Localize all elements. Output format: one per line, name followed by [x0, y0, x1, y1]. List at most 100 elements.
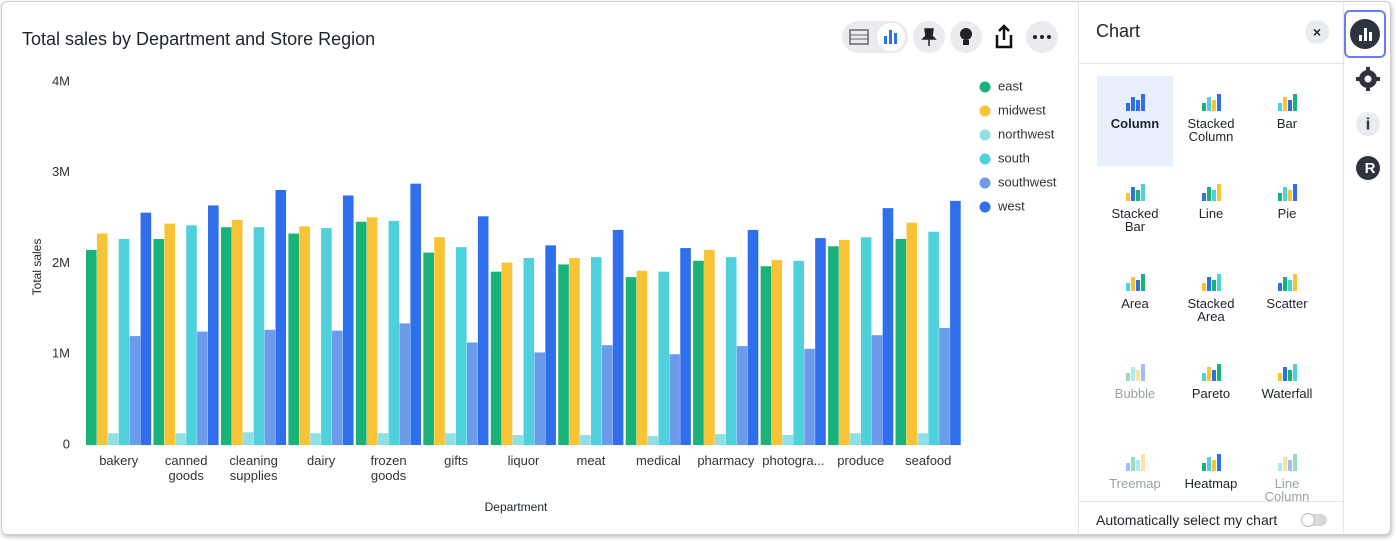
bar — [782, 435, 794, 445]
legend-marker — [979, 129, 991, 141]
chart-type-icon — [1202, 364, 1221, 381]
chart-settings-tab[interactable] — [1344, 10, 1386, 58]
x-tick-label: cleaning supplies — [229, 453, 278, 483]
chart-type-option[interactable]: Stacked Bar — [1097, 166, 1173, 256]
bar — [299, 226, 310, 445]
x-tick-label: photogra... — [762, 453, 825, 468]
chart-type-icon — [1202, 94, 1221, 111]
bar — [838, 239, 850, 445]
bar — [725, 257, 737, 445]
bar — [366, 217, 378, 445]
bar — [625, 277, 637, 445]
x-tick-label: seafood — [905, 453, 952, 468]
bar — [377, 433, 389, 445]
x-tick-label: gifts — [444, 453, 468, 468]
chart-type-option[interactable]: Scatter — [1249, 256, 1325, 346]
chart-type-option[interactable]: Pie — [1249, 166, 1325, 256]
bar — [501, 262, 513, 445]
bar — [388, 220, 400, 445]
chart-type-label: Heatmap — [1184, 476, 1238, 491]
view-toggle[interactable] — [842, 21, 908, 53]
close-button[interactable]: × — [1305, 20, 1329, 44]
legend-label: northwest — [998, 126, 1055, 141]
bar — [647, 435, 659, 445]
chart-type-label: Waterfall — [1261, 386, 1313, 401]
bar — [534, 352, 546, 445]
chart-type-option[interactable]: Area — [1097, 256, 1173, 346]
bar — [815, 238, 826, 445]
bar — [590, 257, 602, 445]
bar — [477, 216, 489, 445]
legend-label: east — [998, 78, 1023, 93]
chart-type-label: Bar — [1276, 116, 1298, 131]
chart: Total sales Department 0 1M 2M 3M 4M east midw… — [30, 73, 1057, 514]
chart-type-label: Bubble — [1114, 386, 1156, 401]
legend-label: southwest — [998, 174, 1057, 189]
legend-marker — [979, 81, 991, 93]
bar — [445, 433, 456, 445]
bar — [140, 212, 152, 445]
chart-type-option: Bubble — [1097, 346, 1173, 436]
bar — [275, 189, 287, 445]
bar — [680, 248, 691, 445]
bar — [523, 258, 535, 445]
bar — [882, 208, 894, 445]
bar — [288, 233, 299, 445]
bar — [253, 227, 265, 445]
x-tick-label: produce — [837, 453, 885, 468]
chart-type-option[interactable]: Stacked Area — [1173, 256, 1249, 346]
y-tick-label: 3M — [52, 164, 70, 179]
bar — [175, 433, 186, 445]
chart-type-option[interactable]: Waterfall — [1249, 346, 1325, 436]
chart-type-icon — [1278, 274, 1297, 291]
bar — [906, 222, 918, 445]
bar — [736, 346, 748, 445]
bar — [86, 249, 97, 445]
bar — [669, 354, 680, 445]
bar — [423, 252, 434, 445]
chart-type-icon — [1126, 454, 1145, 471]
chart-type-option[interactable]: Line — [1173, 166, 1249, 256]
chart-type-label: Pareto — [1191, 386, 1231, 401]
bar — [760, 266, 772, 445]
bar — [939, 327, 950, 445]
bar — [704, 249, 715, 445]
chart-type-icon — [1126, 184, 1145, 201]
chart-type-option[interactable]: Column — [1097, 76, 1173, 166]
bar — [118, 238, 130, 445]
pin-button[interactable] — [913, 21, 945, 53]
bar — [558, 264, 569, 445]
bar — [580, 435, 591, 445]
chart-type-label: Area — [1121, 296, 1149, 311]
bar — [332, 330, 343, 445]
more-button[interactable] — [1026, 21, 1058, 53]
bar — [849, 433, 861, 445]
x-tick-label: meat — [576, 453, 606, 468]
chart-type-option[interactable]: Heatmap — [1173, 436, 1249, 501]
chart-type-option[interactable]: Stacked Column — [1173, 76, 1249, 166]
y-tick-label: 0 — [63, 436, 70, 451]
share-icon — [995, 24, 1013, 49]
auto-select-toggle[interactable] — [1301, 513, 1327, 527]
bar — [434, 237, 445, 445]
bar — [569, 258, 580, 445]
bar — [804, 348, 815, 445]
bar — [208, 205, 219, 445]
chart-type-option[interactable]: Bar — [1249, 76, 1325, 166]
x-tick-label: medical — [636, 453, 681, 468]
chart-type-icon — [1202, 184, 1221, 201]
y-tick-label: 1M — [52, 346, 70, 361]
chart-type-label: Stacked Area — [1187, 296, 1235, 324]
bar — [264, 329, 276, 445]
chart-type-icon — [1126, 364, 1145, 381]
share-button[interactable] — [988, 21, 1020, 53]
chart-type-label: Scatter — [1266, 296, 1308, 311]
bar — [164, 223, 175, 445]
bar — [466, 342, 478, 445]
insight-button[interactable] — [950, 21, 982, 53]
legend-label: west — [997, 198, 1025, 213]
chart-type-grid: Column Stacked Column Bar Stacked Bar Line Pi… — [1079, 64, 1343, 501]
pin-icon — [921, 28, 937, 46]
chart-type-option[interactable]: Pareto — [1173, 346, 1249, 436]
